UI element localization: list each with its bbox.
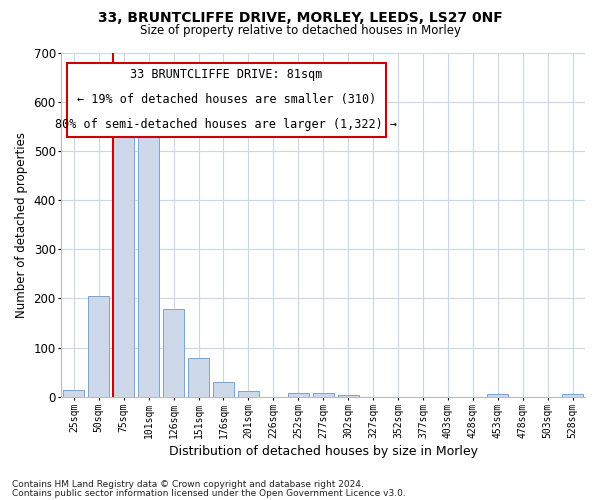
- Bar: [313, 393, 334, 397]
- Bar: [188, 358, 209, 397]
- Bar: [287, 393, 309, 397]
- Text: ← 19% of detached houses are smaller (310): ← 19% of detached houses are smaller (31…: [77, 93, 376, 106]
- Text: 33 BRUNTCLIFFE DRIVE: 81sqm: 33 BRUNTCLIFFE DRIVE: 81sqm: [130, 68, 322, 81]
- Bar: [88, 296, 109, 397]
- Text: Contains public sector information licensed under the Open Government Licence v3: Contains public sector information licen…: [12, 490, 406, 498]
- Bar: [213, 382, 234, 397]
- Bar: [63, 390, 85, 397]
- Y-axis label: Number of detached properties: Number of detached properties: [15, 132, 28, 318]
- X-axis label: Distribution of detached houses by size in Morley: Distribution of detached houses by size …: [169, 444, 478, 458]
- Bar: [238, 391, 259, 397]
- Text: 33, BRUNTCLIFFE DRIVE, MORLEY, LEEDS, LS27 0NF: 33, BRUNTCLIFFE DRIVE, MORLEY, LEEDS, LS…: [98, 11, 502, 25]
- Bar: [487, 394, 508, 397]
- Bar: [113, 124, 134, 397]
- Text: Size of property relative to detached houses in Morley: Size of property relative to detached ho…: [139, 24, 461, 37]
- FancyBboxPatch shape: [67, 63, 386, 137]
- Bar: [138, 122, 159, 397]
- Text: 80% of semi-detached houses are larger (1,322) →: 80% of semi-detached houses are larger (…: [55, 118, 397, 130]
- Bar: [163, 309, 184, 397]
- Bar: [562, 394, 583, 397]
- Text: Contains HM Land Registry data © Crown copyright and database right 2024.: Contains HM Land Registry data © Crown c…: [12, 480, 364, 489]
- Bar: [338, 396, 359, 397]
